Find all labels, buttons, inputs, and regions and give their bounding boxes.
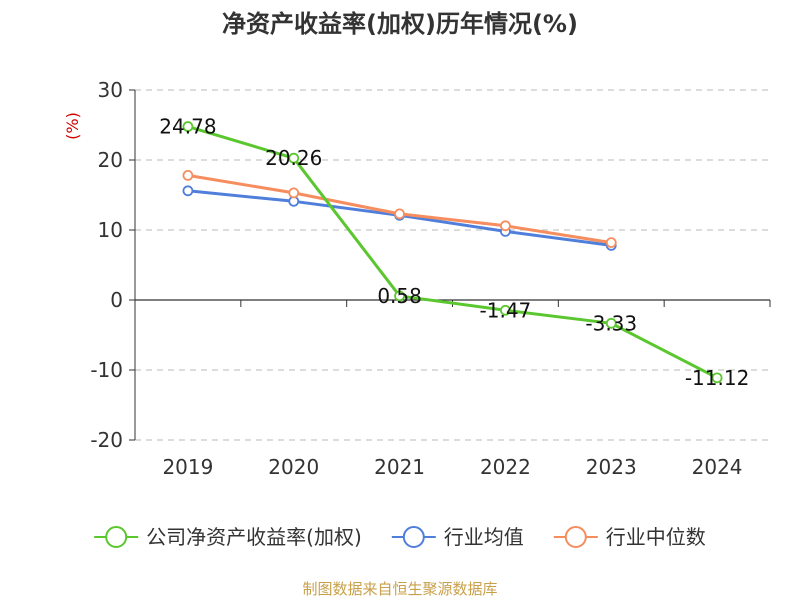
legend-swatch-marker <box>402 526 425 548</box>
data-label: 0.58 <box>377 284 422 308</box>
x-tick-label: 2022 <box>480 455 531 479</box>
data-point <box>182 169 194 181</box>
data-label: -11.12 <box>685 366 749 390</box>
x-tick-label: 2023 <box>586 455 637 479</box>
data-point <box>288 187 300 199</box>
data-label: 24.78 <box>159 115 216 139</box>
x-tick-label: 2021 <box>374 455 425 479</box>
data-point <box>711 372 723 384</box>
y-axis-unit-label: (%) <box>63 112 82 140</box>
x-tick-label: 2020 <box>268 455 319 479</box>
data-label: -3.33 <box>585 311 637 335</box>
x-tick-label: 2024 <box>692 455 743 479</box>
axes: 30 20 10 0 -10 -20 2019 2020 2021 2022 2023 2024 <box>90 78 771 479</box>
data-label: 20.26 <box>265 146 322 170</box>
data-point <box>500 220 511 232</box>
y-tick-label: 0 <box>110 288 123 312</box>
series-line <box>187 125 718 380</box>
data-point <box>288 152 300 164</box>
data-point <box>500 304 511 316</box>
legend-label: 行业中位数 <box>606 525 706 549</box>
y-tick-label: 20 <box>98 148 123 172</box>
y-tick-label: -10 <box>90 358 123 382</box>
data-point <box>394 208 405 220</box>
y-tick-label: 10 <box>98 218 123 242</box>
y-tick-label: -20 <box>90 428 123 452</box>
data-point <box>182 121 194 132</box>
data-point <box>182 185 194 197</box>
data-point <box>605 317 617 329</box>
y-tick-label: 30 <box>98 78 123 102</box>
source-note: 制图数据来自恒生聚源数据库 <box>302 580 497 598</box>
chart-title: 净资产收益率(加权)历年情况(%) <box>222 10 578 38</box>
legend-label: 公司净资产收益率(加权) <box>146 525 362 549</box>
series-group: 24.78 20.26 0.58 -1.47 -3.33 -11.12 <box>159 115 749 390</box>
gridlines <box>135 89 770 441</box>
data-label: -1.47 <box>480 298 532 322</box>
legend-label: 行业均值 <box>444 525 524 549</box>
data-point <box>394 290 405 302</box>
legend: 公司净资产收益率(加权) 行业均值 行业中位数 <box>94 525 706 549</box>
legend-swatch-marker <box>564 526 587 548</box>
data-point <box>605 237 617 249</box>
x-tick-label: 2019 <box>162 455 213 479</box>
legend-swatch-marker <box>105 526 128 548</box>
